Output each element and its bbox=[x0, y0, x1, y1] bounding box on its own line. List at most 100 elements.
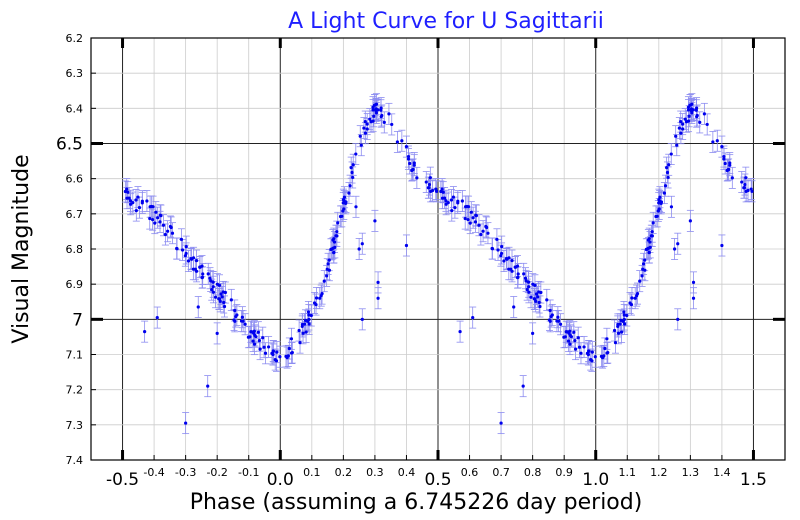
data-point bbox=[153, 221, 157, 225]
data-point bbox=[658, 195, 662, 199]
data-point bbox=[318, 296, 322, 300]
data-point bbox=[582, 345, 586, 349]
data-point bbox=[675, 143, 679, 147]
data-point bbox=[215, 282, 219, 286]
data-point bbox=[289, 337, 294, 341]
data-point bbox=[354, 205, 358, 209]
data-point bbox=[444, 202, 448, 206]
data-point bbox=[263, 351, 268, 355]
data-point bbox=[427, 186, 431, 190]
data-point bbox=[499, 421, 503, 425]
data-point bbox=[184, 245, 188, 249]
data-point bbox=[240, 315, 244, 319]
data-point bbox=[679, 119, 683, 124]
x-tick-label: 0.6 bbox=[461, 466, 479, 479]
data-point bbox=[134, 198, 138, 202]
data-point bbox=[126, 190, 130, 194]
data-point bbox=[145, 199, 149, 203]
data-point bbox=[527, 285, 531, 289]
data-point bbox=[628, 301, 632, 305]
data-point bbox=[647, 250, 651, 254]
data-point bbox=[404, 145, 409, 149]
data-point bbox=[444, 199, 448, 203]
data-point bbox=[125, 196, 129, 200]
data-point bbox=[722, 154, 726, 159]
data-point bbox=[566, 339, 571, 343]
data-point bbox=[134, 208, 138, 213]
data-point bbox=[440, 187, 444, 191]
data-point bbox=[569, 335, 574, 339]
data-point bbox=[369, 120, 373, 124]
data-point bbox=[644, 247, 648, 251]
x-tick-label: 0.1 bbox=[303, 466, 321, 479]
y-tick-label: 6.2 bbox=[66, 32, 84, 45]
data-point bbox=[477, 223, 481, 227]
data-point bbox=[622, 317, 626, 322]
x-tick-label: 0.2 bbox=[335, 466, 353, 479]
data-point bbox=[649, 234, 653, 238]
data-point bbox=[180, 248, 185, 252]
data-point bbox=[563, 335, 567, 339]
x-tick-label: 0.4 bbox=[398, 466, 416, 479]
data-point bbox=[527, 280, 531, 284]
data-point bbox=[740, 180, 744, 184]
data-point bbox=[633, 296, 637, 300]
data-point bbox=[616, 322, 620, 327]
data-point bbox=[395, 140, 400, 144]
data-point bbox=[623, 322, 627, 326]
data-point bbox=[193, 267, 197, 271]
x-tick-label: 1.4 bbox=[713, 466, 731, 479]
data-point bbox=[334, 234, 338, 238]
data-point bbox=[715, 139, 719, 143]
data-point bbox=[406, 157, 411, 161]
data-point bbox=[332, 237, 336, 241]
data-point bbox=[679, 131, 683, 135]
data-point bbox=[619, 330, 624, 334]
data-point bbox=[567, 331, 571, 335]
x-tick-label: -0.1 bbox=[238, 466, 259, 479]
data-point bbox=[290, 350, 294, 355]
data-point bbox=[702, 112, 706, 116]
data-point bbox=[335, 230, 339, 234]
data-point bbox=[143, 330, 147, 334]
data-point bbox=[663, 184, 668, 188]
data-point bbox=[329, 247, 333, 251]
data-point bbox=[616, 331, 621, 335]
data-point bbox=[547, 318, 552, 322]
data-point bbox=[300, 322, 305, 327]
data-point bbox=[375, 108, 379, 112]
y-major-tick-label: 7 bbox=[72, 310, 83, 330]
data-point bbox=[360, 242, 364, 246]
data-point bbox=[184, 421, 188, 425]
x-tick-label: -0.4 bbox=[143, 466, 164, 479]
data-point bbox=[577, 345, 582, 349]
data-point bbox=[206, 384, 210, 388]
data-point bbox=[233, 308, 237, 313]
data-point bbox=[235, 313, 239, 317]
data-point bbox=[536, 295, 540, 299]
data-point bbox=[690, 108, 694, 112]
data-point bbox=[612, 328, 617, 333]
data-point bbox=[606, 350, 610, 355]
data-point bbox=[379, 108, 383, 112]
data-point bbox=[746, 188, 750, 193]
data-point bbox=[350, 170, 354, 175]
data-point bbox=[471, 216, 475, 220]
data-point bbox=[490, 246, 494, 251]
data-point bbox=[681, 127, 685, 131]
data-point bbox=[516, 272, 520, 276]
data-point bbox=[342, 199, 346, 203]
data-point bbox=[622, 310, 626, 314]
data-point bbox=[728, 163, 732, 167]
data-point bbox=[688, 219, 692, 223]
data-point bbox=[123, 189, 127, 194]
data-point bbox=[479, 232, 483, 237]
data-point bbox=[600, 355, 605, 360]
data-point bbox=[179, 237, 184, 241]
data-point bbox=[655, 214, 659, 218]
data-point bbox=[450, 208, 454, 213]
chart-title: A Light Curve for U Sagittarii bbox=[288, 9, 604, 34]
data-point bbox=[304, 330, 308, 334]
data-point bbox=[128, 199, 133, 203]
